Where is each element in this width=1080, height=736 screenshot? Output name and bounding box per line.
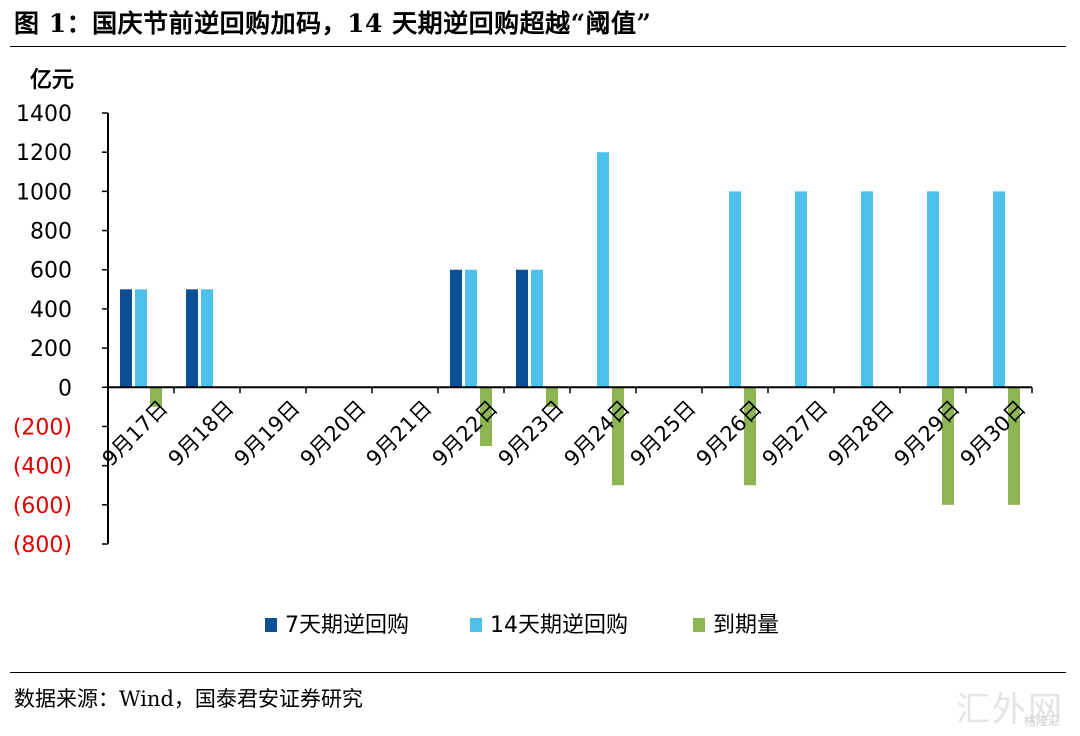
- bar: [942, 387, 954, 505]
- legend-swatch: [470, 618, 482, 632]
- y-tick-label: (400): [13, 455, 72, 480]
- bar: [612, 387, 624, 486]
- watermark-sub-logo: 格隆汇: [1023, 714, 1060, 728]
- legend-label: 14天期逆回购: [490, 613, 628, 638]
- y-tick-label: 0: [58, 376, 72, 401]
- bar: [186, 289, 198, 388]
- bar: [480, 387, 492, 447]
- bar: [546, 387, 558, 407]
- y-tick-label: 800: [30, 220, 72, 245]
- legend-label: 7天期逆回购: [285, 613, 409, 638]
- bar: [465, 269, 477, 388]
- y-tick-label: 200: [30, 337, 72, 362]
- bar: [516, 269, 528, 388]
- bar: [597, 152, 609, 388]
- y-tick-label: 1000: [16, 180, 72, 205]
- y-tick-label: 600: [30, 259, 72, 284]
- x-tick-label: 9月25日: [626, 396, 701, 471]
- legend: 7天期逆回购 14天期逆回购 到期量: [265, 613, 779, 638]
- x-tick-label: 9月20日: [296, 396, 371, 471]
- bar: [201, 289, 213, 388]
- y-tick-label: 1200: [16, 141, 72, 166]
- legend-swatch: [265, 618, 277, 632]
- y-tick-label: (200): [13, 415, 72, 440]
- bar: [531, 269, 543, 388]
- bar: [795, 191, 807, 388]
- source-rule: [10, 672, 1066, 673]
- y-tick-label: 1400: [16, 102, 72, 127]
- x-tick-label: 9月27日: [758, 396, 833, 471]
- legend-swatch: [693, 618, 705, 632]
- y-tick-label: 400: [30, 298, 72, 323]
- x-tick-label: 9月18日: [164, 396, 239, 471]
- bar: [927, 191, 939, 388]
- bar-series: [120, 152, 1020, 505]
- bar: [1008, 387, 1020, 505]
- bar: [861, 191, 873, 388]
- y-axis: 1400 1200 1000 800 600 400 200 0 (200) (400) (600)…: [13, 68, 109, 558]
- x-tick-label: 9月21日: [362, 396, 437, 471]
- bar-chart: 1400 1200 1000 800 600 400 200 0 (200) (400) (600)…: [13, 68, 1033, 638]
- title-rule: [10, 46, 1066, 47]
- bar: [120, 289, 132, 388]
- x-tick-label: 9月19日: [230, 396, 305, 471]
- figure-title: 图 1：国庆节前逆回购加码，14 天期逆回购超越“阈值”: [14, 9, 652, 38]
- x-axis: 9月17日9月18日9月19日9月20日9月21日9月22日9月23日9月24日…: [98, 386, 1033, 471]
- x-tick-label: 9月23日: [494, 396, 569, 471]
- x-tick-label: 9月28日: [824, 396, 899, 471]
- y-unit-label: 亿元: [30, 68, 74, 93]
- bar: [993, 191, 1005, 388]
- bar: [135, 289, 147, 388]
- y-tick-label: (600): [13, 494, 72, 519]
- bar: [450, 269, 462, 388]
- watermark-logo: 汇外网: [956, 690, 1064, 730]
- y-tick-label: (800): [13, 533, 72, 558]
- source-note: 数据来源：Wind，国泰君安证券研究: [14, 687, 363, 711]
- legend-label: 到期量: [713, 613, 779, 638]
- bar: [729, 191, 741, 388]
- bar: [744, 387, 756, 486]
- bar: [150, 387, 162, 407]
